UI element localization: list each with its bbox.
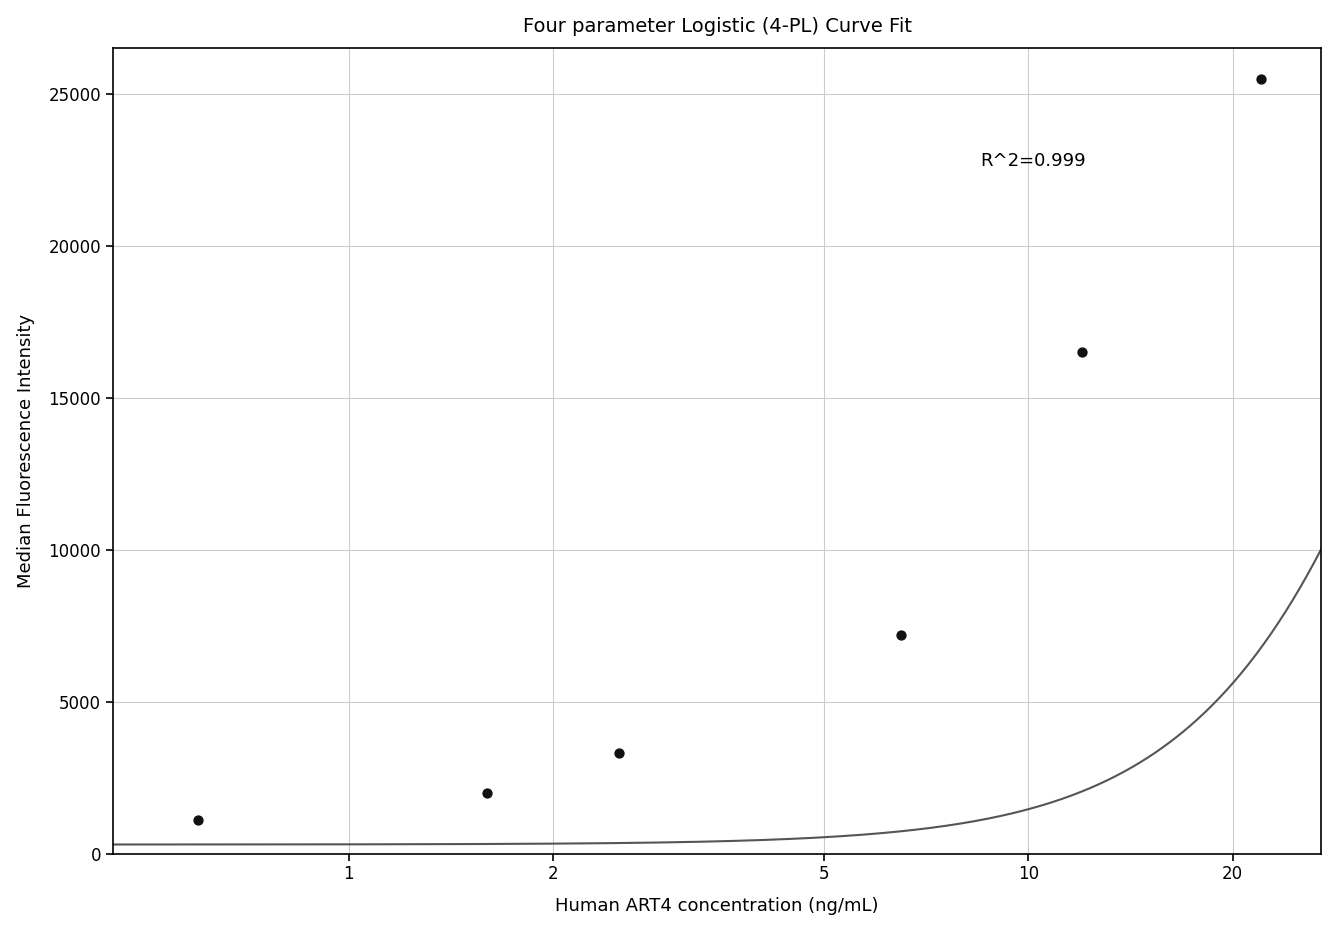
Y-axis label: Median Fluorescence Intensity: Median Fluorescence Intensity (16, 314, 35, 588)
Point (476, 786, 498, 801)
Point (1250, 71, 1271, 86)
X-axis label: Human ART4 concentration (ng/mL): Human ART4 concentration (ng/mL) (555, 898, 879, 915)
Point (890, 627, 911, 642)
Point (187, 813, 209, 828)
Point (609, 746, 630, 761)
Point (1072, 345, 1093, 360)
Text: R^2=0.999: R^2=0.999 (981, 152, 1086, 170)
Title: Four parameter Logistic (4-PL) Curve Fit: Four parameter Logistic (4-PL) Curve Fit (523, 17, 911, 35)
